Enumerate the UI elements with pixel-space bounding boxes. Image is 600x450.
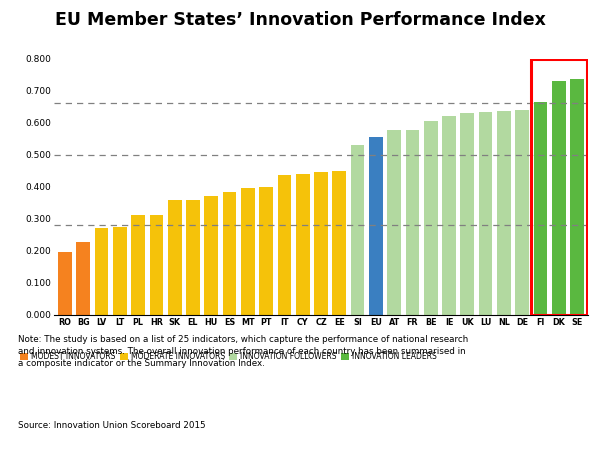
Bar <box>131 215 145 315</box>
Bar <box>460 113 474 315</box>
Bar <box>351 145 364 315</box>
Bar <box>168 200 182 315</box>
Legend: MODEST INNOVATORS, MODERATE INNOVATORS, INNOVATION FOLLOWERS, INNOVATION LEADERS: MODEST INNOVATORS, MODERATE INNOVATORS, … <box>20 352 437 361</box>
Bar <box>533 102 547 315</box>
Bar <box>186 200 200 315</box>
Bar <box>387 130 401 315</box>
Bar <box>259 187 273 315</box>
Text: Note: The study is based on a list of 25 indicators, which capture the performan: Note: The study is based on a list of 25… <box>18 335 468 368</box>
Bar <box>314 172 328 315</box>
Bar <box>442 116 456 315</box>
Bar <box>570 79 584 315</box>
Bar <box>223 192 236 315</box>
Bar <box>278 175 291 315</box>
Bar <box>497 112 511 315</box>
Bar <box>332 171 346 315</box>
Text: EU Member States’ Innovation Performance Index: EU Member States’ Innovation Performance… <box>55 11 545 29</box>
Bar <box>515 110 529 315</box>
Bar <box>58 252 72 315</box>
Bar <box>149 215 163 315</box>
Bar <box>113 227 127 315</box>
Bar <box>76 242 90 315</box>
Bar <box>205 196 218 315</box>
Bar <box>369 137 383 315</box>
Bar <box>95 229 109 315</box>
Text: Source: Innovation Union Scoreboard 2015: Source: Innovation Union Scoreboard 2015 <box>18 421 206 430</box>
Bar <box>296 174 310 315</box>
Bar <box>424 121 437 315</box>
Bar <box>406 130 419 315</box>
Bar <box>552 81 566 315</box>
Bar <box>241 189 255 315</box>
Bar <box>479 112 493 315</box>
